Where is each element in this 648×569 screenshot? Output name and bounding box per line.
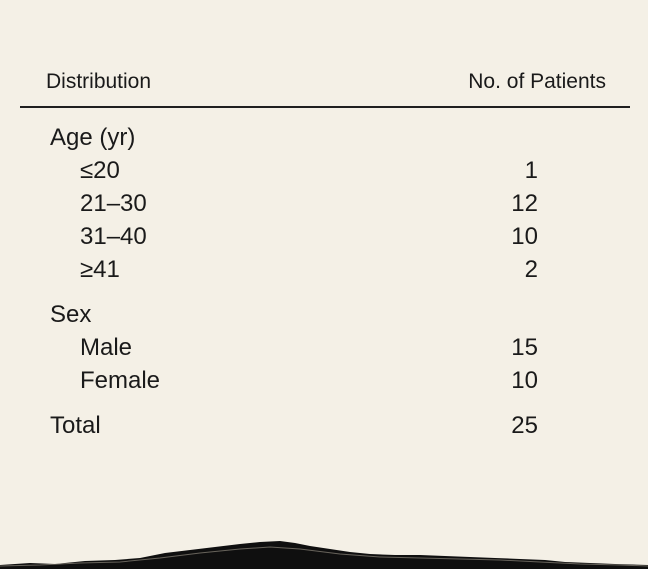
- table-row: 21–30 12: [20, 186, 630, 219]
- spacer: [20, 396, 630, 408]
- row-label: Female: [80, 367, 161, 394]
- table-body: Age (yr) ≤20 1 21–30 12 31–40 10 ≥41 2 S…: [20, 120, 630, 441]
- row-value: 15: [511, 334, 538, 361]
- row-value: 2: [524, 256, 538, 283]
- row-label: ≥41: [80, 256, 120, 283]
- table-row: ≤20 1: [20, 153, 630, 186]
- total-label: Total: [50, 412, 101, 439]
- distribution-table: Distribution No. of Patients Age (yr) ≤2…: [20, 58, 630, 439]
- group-sex: Sex: [20, 297, 630, 330]
- total-row: Total 25: [20, 408, 630, 441]
- table-row: 31–40 10: [20, 219, 630, 252]
- header-number-of-patients: No. of Patients: [468, 70, 606, 93]
- group-label: Age (yr): [50, 124, 136, 151]
- table-row: Male 15: [20, 330, 630, 363]
- torn-edge: [0, 541, 648, 569]
- table-row: Female 10: [20, 363, 630, 396]
- row-label: 31–40: [80, 223, 147, 250]
- row-value: 1: [524, 157, 538, 184]
- total-value: 25: [511, 412, 538, 439]
- header-distribution: Distribution: [46, 70, 152, 93]
- table-header: Distribution No. of Patients: [20, 58, 630, 108]
- spacer: [20, 285, 630, 297]
- row-label: 21–30: [80, 190, 147, 217]
- group-age: Age (yr): [20, 120, 630, 153]
- row-value: 10: [511, 223, 538, 250]
- group-label: Sex: [50, 301, 92, 328]
- row-label: ≤20: [80, 157, 120, 184]
- header-rule: [20, 106, 630, 108]
- row-value: 10: [511, 367, 538, 394]
- row-value: 12: [511, 190, 538, 217]
- table-row: ≥41 2: [20, 252, 630, 285]
- row-label: Male: [80, 334, 133, 361]
